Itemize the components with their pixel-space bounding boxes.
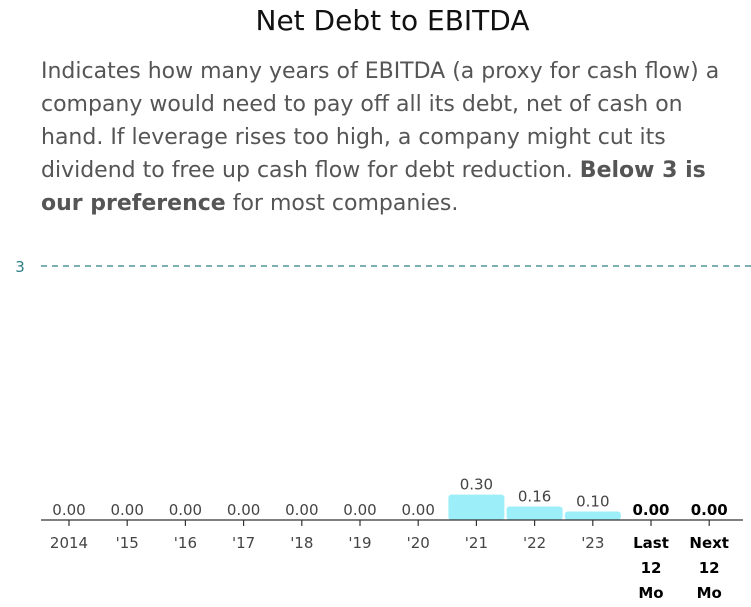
x-tick-label: '23 — [581, 534, 604, 552]
bar-value-label: 0.00 — [401, 501, 434, 519]
chart-title: Net Debt to EBITDA — [255, 4, 530, 37]
bar — [506, 506, 563, 520]
x-tick-label: '18 — [290, 534, 313, 552]
bar-value-label: 0.00 — [343, 501, 376, 519]
x-tick-label: Last 12 Mo — [633, 534, 669, 602]
x-tick-label: 2014 — [50, 534, 88, 552]
reference-line-label: 3 — [15, 258, 25, 276]
bar-value-label: 0.00 — [691, 501, 728, 519]
bar — [564, 511, 621, 520]
x-tick-label: '20 — [407, 534, 430, 552]
bar-value-label: 0.00 — [285, 501, 318, 519]
bar-chart: 3 0.00 2014 0.00 '15 0.00 '16 0.00 '17 0.00 '18 0.0… — [15, 258, 751, 602]
bar-value-label: 0.10 — [576, 493, 609, 511]
x-tick-label: Next 12 Mo — [689, 534, 729, 602]
x-tick-label: '19 — [348, 534, 371, 552]
x-tick-label: '21 — [465, 534, 488, 552]
bar-value-label: 0.16 — [518, 487, 551, 505]
description-tail-text: for most companies. — [225, 191, 459, 216]
bar-value-label: 0.30 — [460, 476, 493, 494]
x-tick-label: '17 — [232, 534, 255, 552]
x-tick-label: '16 — [174, 534, 197, 552]
bar-value-label: 0.00 — [110, 501, 143, 519]
description-bold-text: Below 3 is our preference — [41, 158, 706, 216]
description-text: Indicates how many years of EBITDA (a pr… — [41, 59, 720, 183]
bar-value-label: 0.00 — [227, 501, 260, 519]
x-tick-label: '15 — [116, 534, 139, 552]
bar — [448, 494, 505, 520]
bar-value-label: 0.00 — [169, 501, 202, 519]
bar-value-label: 0.00 — [632, 501, 669, 519]
chart-description: Indicates how many years of EBITDA (a pr… — [41, 55, 741, 220]
bar-value-label: 0.00 — [52, 501, 85, 519]
x-tick-label: '22 — [523, 534, 546, 552]
